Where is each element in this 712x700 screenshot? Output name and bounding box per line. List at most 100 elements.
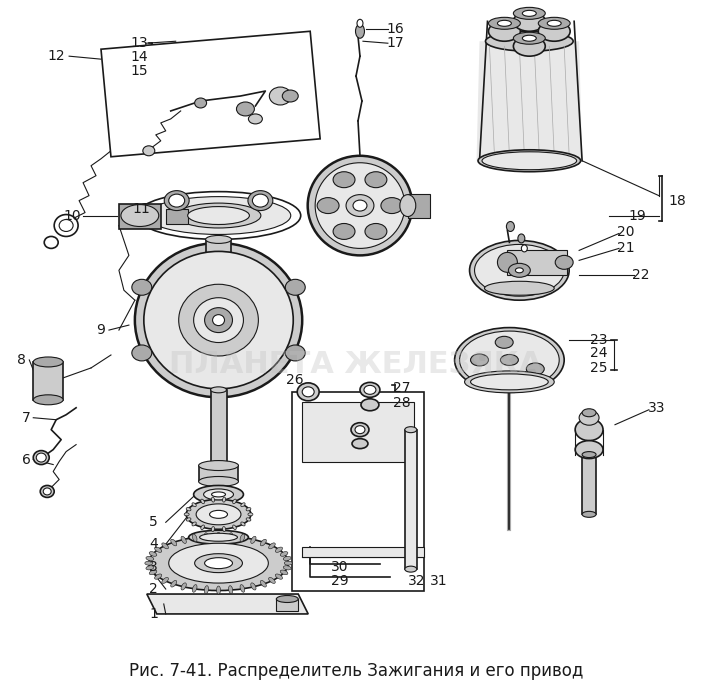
Ellipse shape [353, 200, 367, 211]
Text: 28: 28 [393, 395, 411, 409]
Ellipse shape [211, 466, 226, 473]
Ellipse shape [150, 570, 157, 575]
Ellipse shape [194, 486, 244, 503]
Ellipse shape [246, 508, 251, 511]
Ellipse shape [121, 204, 159, 227]
Text: 3: 3 [150, 560, 158, 574]
Ellipse shape [538, 21, 570, 41]
Ellipse shape [162, 543, 169, 549]
Ellipse shape [488, 21, 520, 41]
Ellipse shape [211, 492, 226, 497]
Ellipse shape [33, 357, 63, 367]
Ellipse shape [248, 190, 273, 211]
Ellipse shape [176, 203, 261, 228]
Text: 27: 27 [393, 381, 411, 395]
Ellipse shape [317, 197, 339, 214]
Text: 17: 17 [386, 36, 404, 50]
Ellipse shape [171, 580, 177, 587]
Ellipse shape [199, 461, 239, 470]
Ellipse shape [216, 586, 221, 594]
Bar [206, 239, 231, 299]
Ellipse shape [155, 574, 162, 579]
Ellipse shape [146, 556, 154, 561]
Ellipse shape [281, 552, 288, 556]
Ellipse shape [478, 150, 580, 171]
Polygon shape [476, 41, 582, 161]
Text: 14: 14 [130, 50, 147, 64]
Ellipse shape [284, 561, 292, 565]
Ellipse shape [189, 531, 248, 544]
Text: 6: 6 [22, 453, 31, 467]
Ellipse shape [513, 8, 545, 20]
Ellipse shape [357, 20, 363, 27]
Text: 12: 12 [48, 49, 65, 63]
Ellipse shape [233, 499, 236, 504]
Ellipse shape [352, 439, 368, 449]
Ellipse shape [538, 18, 570, 29]
Ellipse shape [213, 314, 224, 326]
Ellipse shape [268, 543, 276, 549]
Text: Рис. 7-41. Распределитель Зажигания и его привод: Рис. 7-41. Распределитель Зажигания и ег… [129, 662, 583, 680]
Text: 5: 5 [150, 515, 158, 529]
Ellipse shape [405, 427, 417, 433]
Ellipse shape [36, 453, 46, 462]
Ellipse shape [365, 223, 387, 239]
Ellipse shape [513, 11, 545, 32]
Ellipse shape [155, 547, 162, 552]
Ellipse shape [302, 387, 314, 397]
Text: 33: 33 [648, 401, 666, 415]
Text: 10: 10 [63, 209, 81, 223]
Ellipse shape [248, 513, 253, 516]
Polygon shape [101, 32, 320, 157]
Ellipse shape [196, 504, 241, 525]
Ellipse shape [199, 533, 238, 541]
Ellipse shape [192, 503, 197, 507]
Ellipse shape [233, 525, 236, 530]
Ellipse shape [251, 583, 256, 590]
Bar [211, 390, 226, 470]
Ellipse shape [181, 536, 187, 543]
Ellipse shape [355, 25, 365, 38]
Ellipse shape [365, 172, 387, 188]
Ellipse shape [223, 526, 226, 531]
Ellipse shape [523, 10, 536, 16]
Ellipse shape [464, 371, 554, 393]
Ellipse shape [211, 387, 226, 393]
Ellipse shape [513, 32, 545, 44]
Ellipse shape [276, 596, 298, 603]
Ellipse shape [216, 532, 221, 540]
Bar [33, 362, 63, 400]
Ellipse shape [333, 172, 355, 188]
Text: 18: 18 [669, 194, 686, 208]
Ellipse shape [162, 578, 169, 583]
Ellipse shape [496, 372, 513, 384]
Ellipse shape [54, 214, 78, 237]
Bar [199, 466, 239, 482]
Bar [408, 194, 430, 218]
Ellipse shape [194, 298, 244, 342]
Ellipse shape [204, 586, 209, 594]
Ellipse shape [471, 354, 488, 366]
Ellipse shape [144, 251, 293, 388]
Ellipse shape [360, 382, 380, 398]
Ellipse shape [192, 522, 197, 526]
Polygon shape [147, 594, 308, 614]
Ellipse shape [521, 245, 528, 252]
Ellipse shape [187, 518, 191, 521]
Ellipse shape [253, 194, 268, 207]
Ellipse shape [240, 584, 245, 592]
Ellipse shape [204, 308, 233, 332]
Ellipse shape [508, 263, 530, 277]
Ellipse shape [246, 518, 251, 521]
Ellipse shape [400, 195, 416, 216]
Text: 26: 26 [286, 373, 304, 387]
Ellipse shape [241, 503, 245, 507]
Text: 16: 16 [386, 22, 404, 36]
Ellipse shape [474, 244, 564, 296]
Text: 15: 15 [130, 64, 147, 78]
Ellipse shape [204, 533, 209, 540]
Ellipse shape [459, 331, 559, 388]
Ellipse shape [582, 409, 596, 416]
Ellipse shape [526, 363, 544, 375]
Text: 13: 13 [130, 36, 147, 50]
